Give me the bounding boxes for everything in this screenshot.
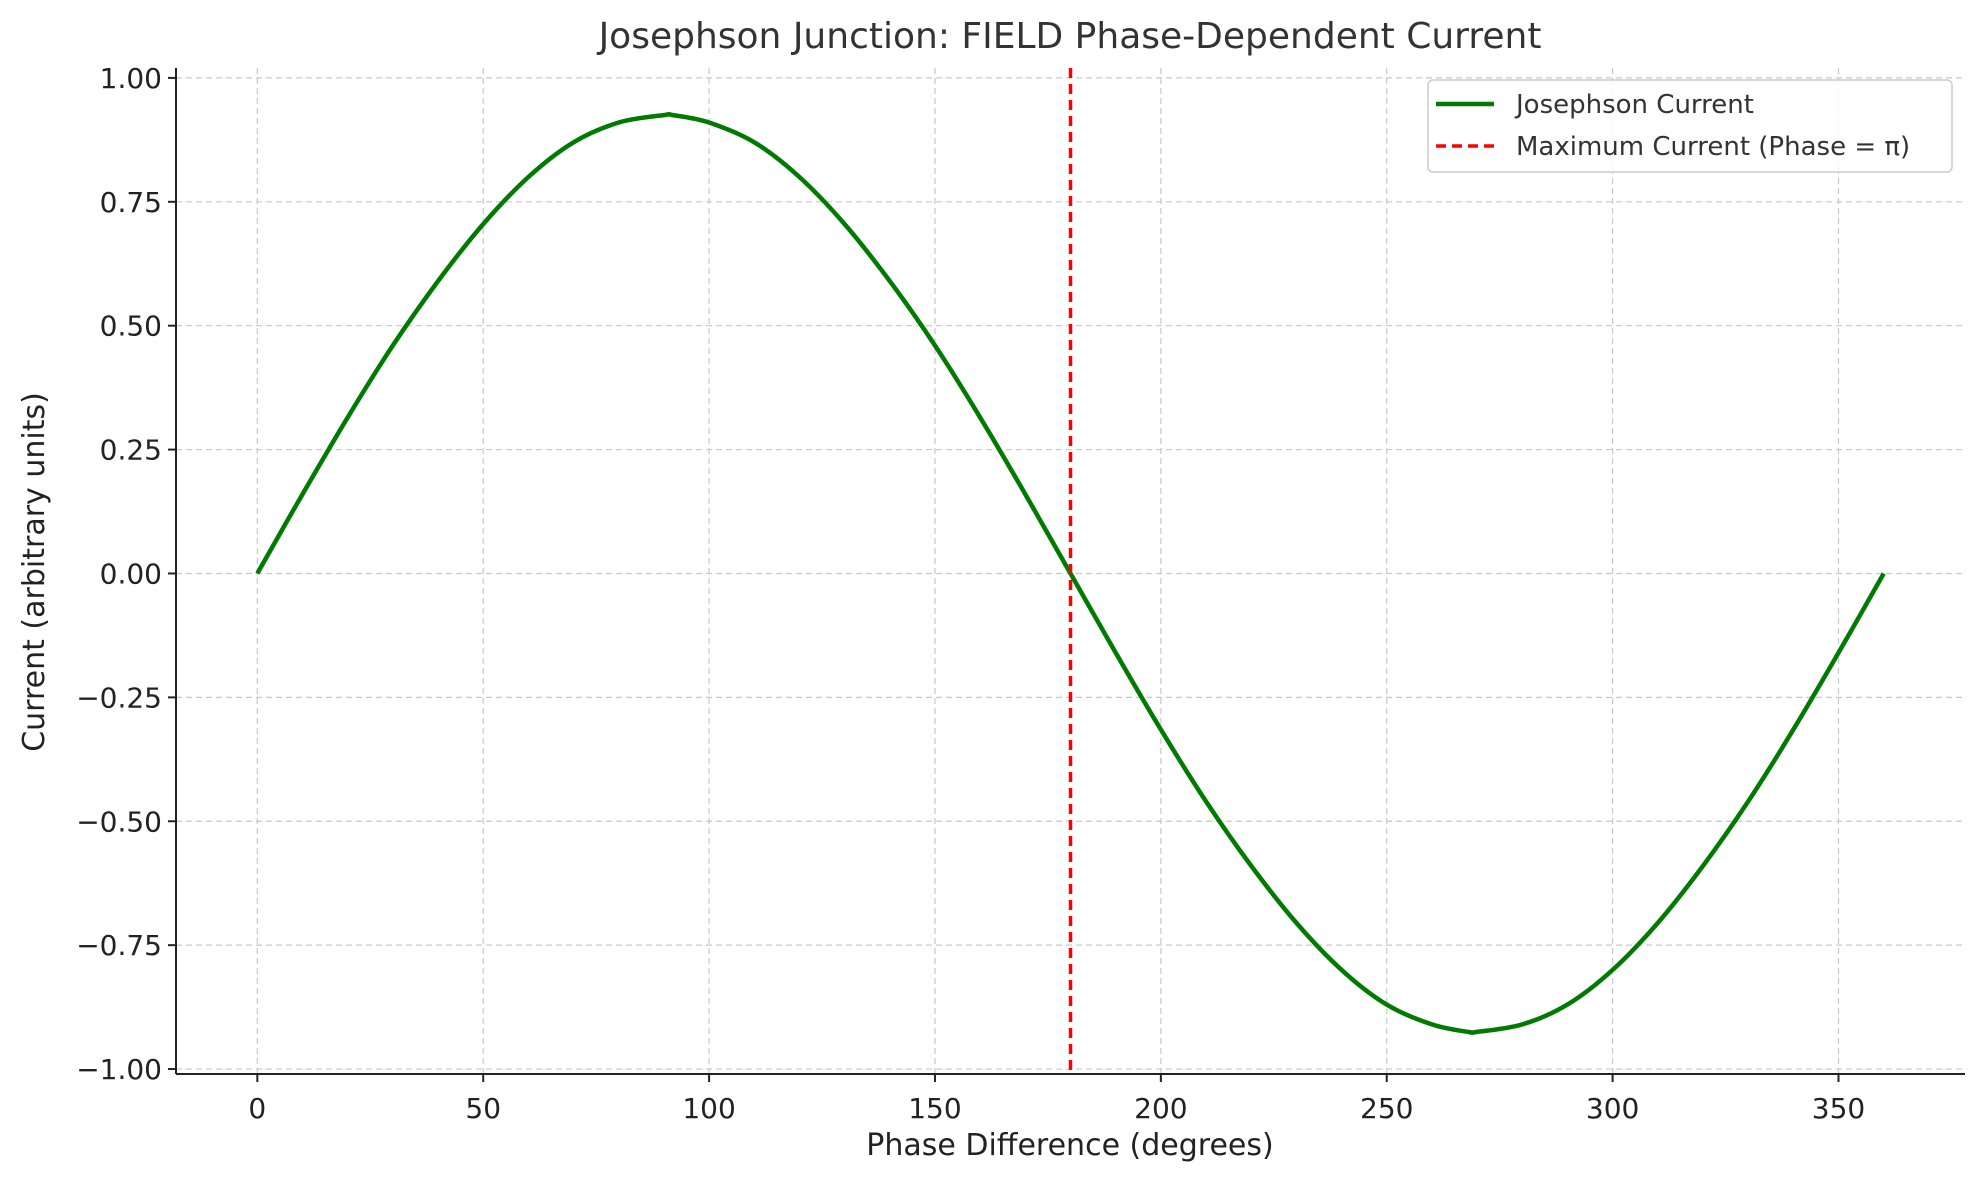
x-tick-label: 250 (1360, 1092, 1413, 1125)
ticks-layer: 0 50 100 150 200 250 300 350 1.00 0.75 0.50 0.25 0.0… (76, 62, 1865, 1125)
axes-layer (175, 68, 1965, 1075)
y-tick-label: 0.25 (100, 434, 162, 467)
x-tick-label: 50 (465, 1092, 501, 1125)
legend-box (1427, 79, 1953, 173)
x-tick-label: 300 (1586, 1092, 1639, 1125)
legend-label-josephson-current: Josephson Current (1514, 90, 1754, 120)
y-tick-label: −0.50 (76, 805, 162, 838)
legend: Josephson Current Maximum Current (Phase… (1427, 79, 1953, 173)
series-layer (255, 68, 1886, 1074)
y-tick-label: −0.25 (76, 681, 162, 714)
y-tick-label: 0.00 (100, 557, 162, 590)
y-tick-label: −0.75 (76, 929, 162, 962)
x-tick-label: 0 (248, 1092, 266, 1125)
chart-title: Josephson Junction: FIELD Phase-Dependen… (597, 16, 1542, 57)
y-tick-label: −1.00 (76, 1053, 162, 1086)
y-tick-label: 0.75 (100, 186, 162, 219)
y-tick-label: 1.00 (100, 62, 162, 95)
x-tick-label: 100 (682, 1092, 735, 1125)
x-tick-label: 200 (1134, 1092, 1187, 1125)
x-axis-title: Phase Difference (degrees) (866, 1128, 1273, 1163)
x-tick-label: 350 (1812, 1092, 1865, 1125)
legend-label-maximum-current: Maximum Current (Phase = π) (1516, 132, 1910, 162)
y-axis-title: Current (arbitrary units) (17, 392, 52, 752)
x-tick-label: 150 (908, 1092, 961, 1125)
y-tick-label: 0.50 (100, 310, 162, 343)
